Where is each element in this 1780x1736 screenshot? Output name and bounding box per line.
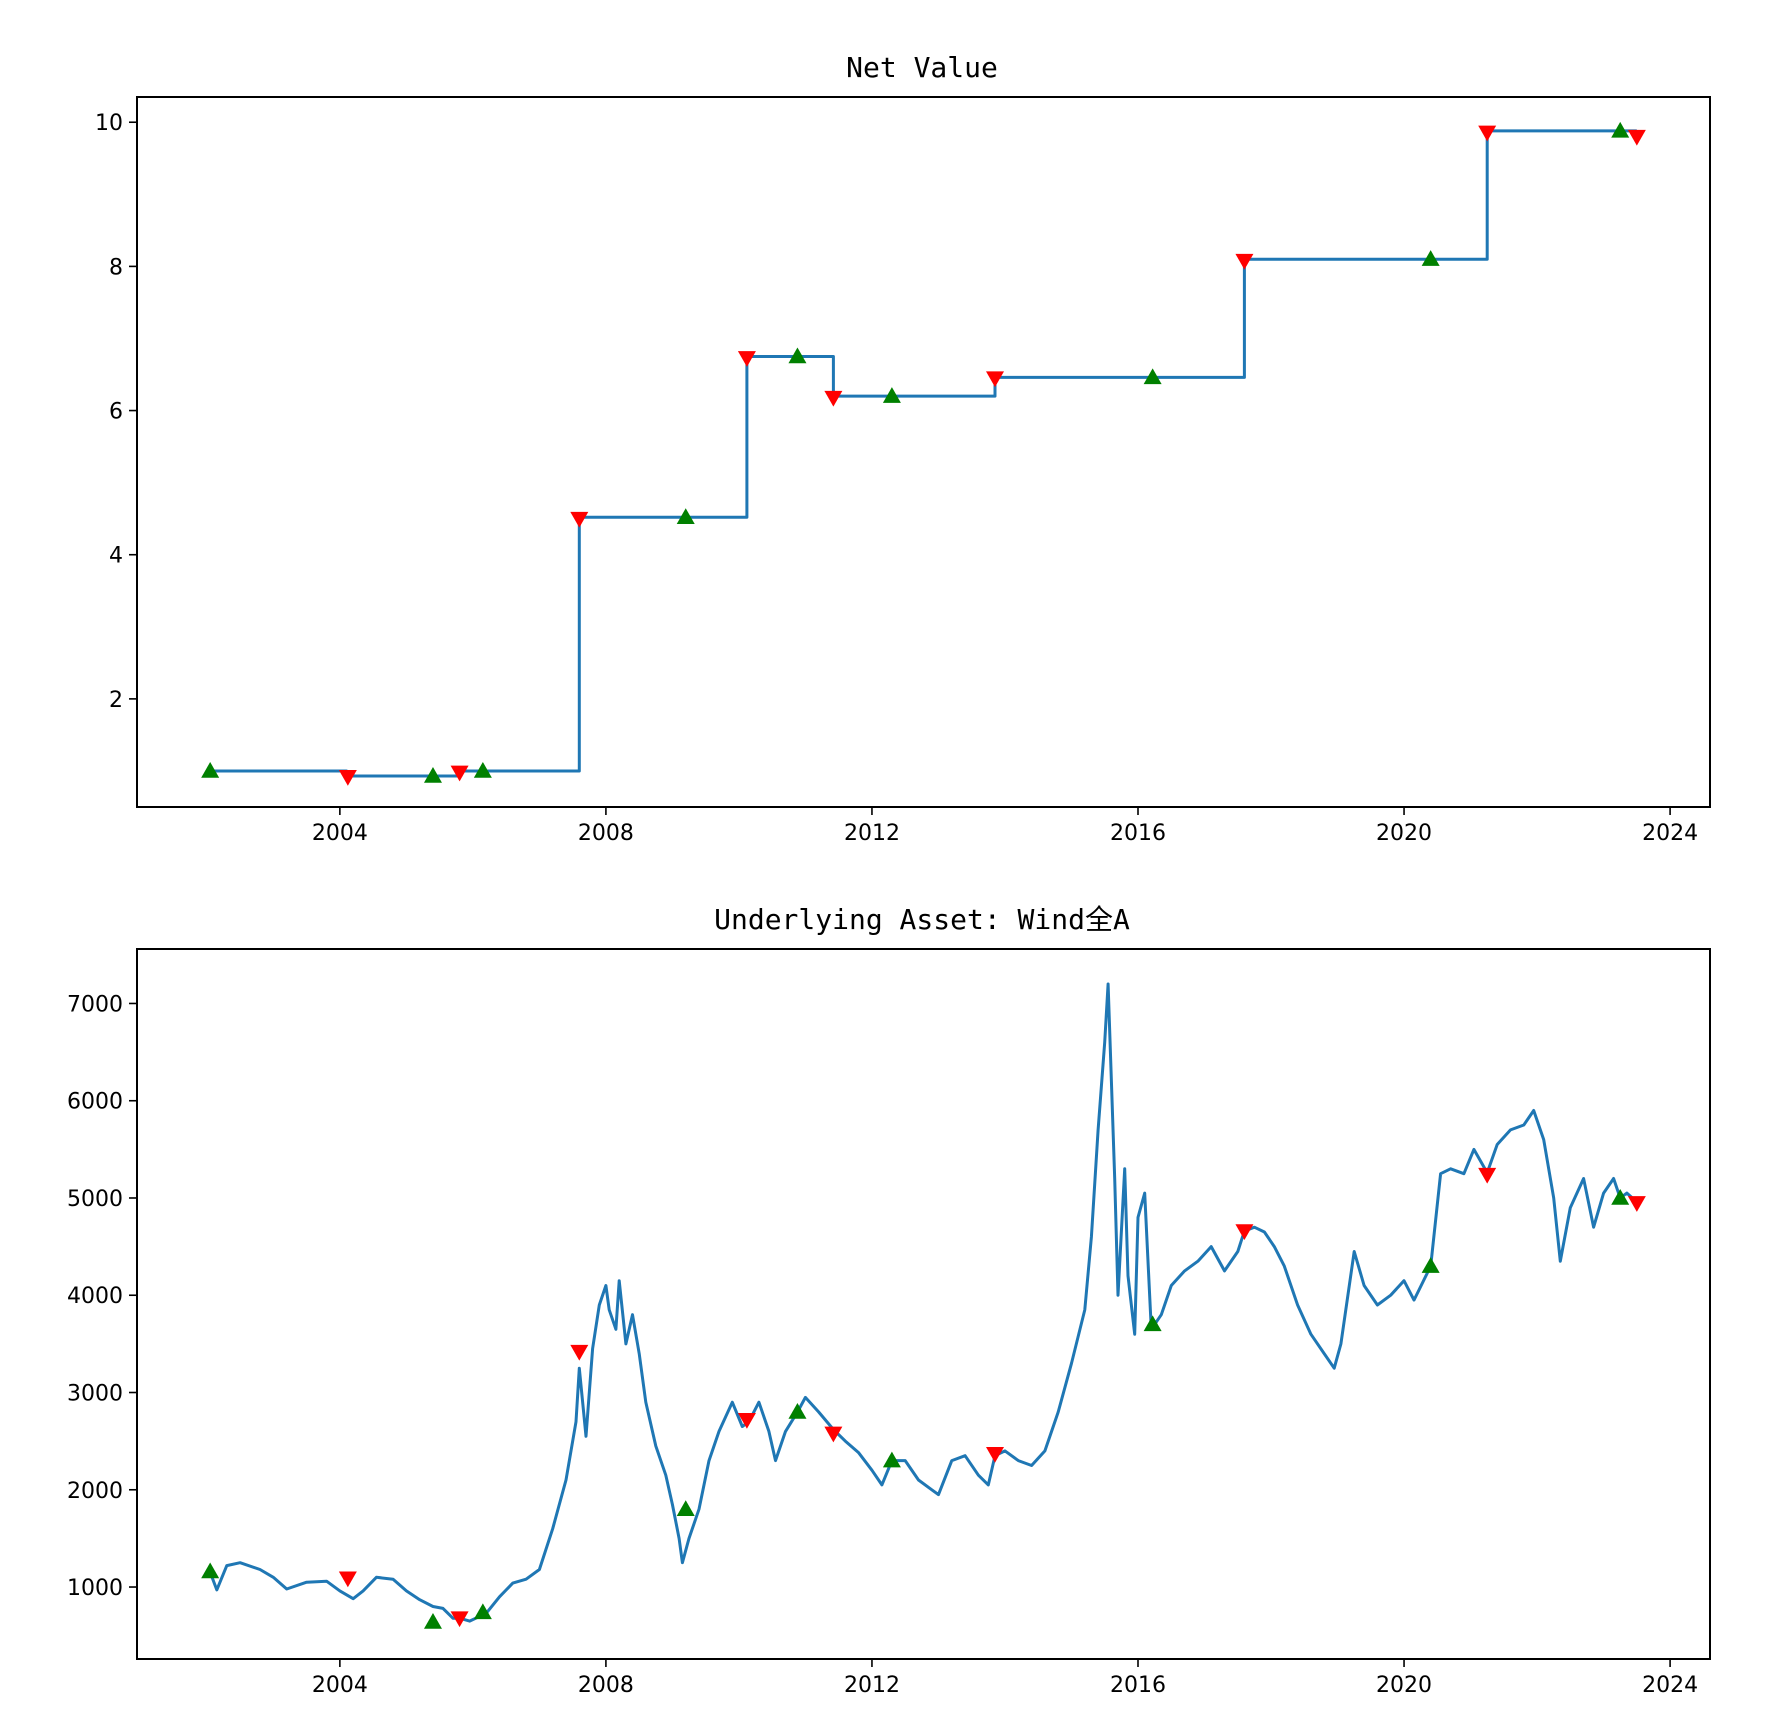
net-value-sell-marker <box>737 351 756 367</box>
underlying-asset-buy-marker <box>423 1613 442 1629</box>
underlying-asset-y-tick-label: 1000 <box>67 1576 123 1601</box>
net-value-sell-marker <box>824 390 843 407</box>
net-value-x-tick-label: 2004 <box>312 821 368 846</box>
underlying-asset-panel: Underlying Asset: Wind全A 2004 2008 2012 201… <box>67 903 1711 1698</box>
net-value-buy-marker <box>1611 121 1630 138</box>
underlying-asset-y-tick-label: 6000 <box>67 1090 123 1115</box>
net-value-x-tick-label: 2016 <box>1110 821 1166 846</box>
underlying-asset-buy-marker <box>882 1451 901 1468</box>
underlying-asset-x-tick-label: 2024 <box>1642 1673 1698 1698</box>
underlying-asset-sell-marker <box>1235 1224 1254 1241</box>
underlying-asset-y-tick-label: 2000 <box>67 1479 123 1504</box>
net-value-y-tick-label: 10 <box>95 111 123 136</box>
chart-title-net-value: Net Value <box>846 51 998 84</box>
underlying-asset-buy-marker <box>1143 1315 1162 1332</box>
chart-title-underlying-asset: Underlying Asset: Wind全A <box>714 903 1130 936</box>
underlying-asset-sell-marker <box>570 1344 589 1361</box>
net-value-sell-marker <box>1235 253 1254 270</box>
underlying-asset-sell-marker <box>1627 1196 1646 1212</box>
plot-area-underlying-asset: 2004 2008 2012 2016 2020 2024 1000 2000 3000 4000… <box>67 982 1698 1698</box>
underlying-asset-x-tick-label: 2016 <box>1110 1673 1166 1698</box>
net-value-buy-marker <box>1143 368 1162 385</box>
underlying-asset-x-tick-label: 2020 <box>1376 1673 1432 1698</box>
net-value-buy-marker <box>882 387 901 403</box>
underlying-asset-y-tick-label: 7000 <box>67 992 123 1017</box>
plot-area-net-value: 2004 2008 2012 2016 2020 2024 2 4 6 8 10 <box>95 111 1698 846</box>
net-value-x-tick-label: 2024 <box>1642 821 1698 846</box>
net-value-buy-marker <box>676 508 695 524</box>
net-value-x-tick-label: 2020 <box>1376 821 1432 846</box>
net-value-sell-marker <box>570 511 589 528</box>
axes-frame-underlying-asset <box>136 948 1711 1660</box>
underlying-asset-sell-marker <box>986 1447 1004 1463</box>
underlying-asset-buy-marker <box>1611 1188 1630 1205</box>
underlying-asset-sell-marker <box>737 1412 756 1429</box>
axes-frame-net-value <box>136 96 1711 808</box>
net-value-sell-marker <box>1478 125 1497 142</box>
net-value-x-tick-label: 2012 <box>844 821 900 846</box>
net-value-y-tick-label: 2 <box>109 688 123 713</box>
underlying-asset-y-tick-label: 4000 <box>67 1284 123 1309</box>
net-value-sell-marker <box>338 769 357 786</box>
underlying-asset-y-tick-label: 3000 <box>67 1382 123 1407</box>
net-value-y-tick-label: 6 <box>109 400 123 425</box>
net-value-buy-marker <box>1421 250 1440 266</box>
underlying-asset-sell-marker <box>450 1611 469 1628</box>
underlying-asset-buy-marker <box>788 1402 807 1419</box>
underlying-asset-sell-marker <box>1478 1167 1497 1184</box>
underlying-asset-sell-marker <box>338 1571 357 1588</box>
underlying-asset-x-tick-label: 2008 <box>578 1673 634 1698</box>
net-value-buy-marker <box>473 761 492 778</box>
underlying-asset-buy-marker <box>1421 1257 1440 1273</box>
net-value-buy-marker <box>788 347 807 364</box>
net-value-y-tick-label: 4 <box>109 544 123 569</box>
underlying-asset-x-tick-label: 2004 <box>312 1673 368 1698</box>
underlying-asset-y-tick-label: 5000 <box>67 1187 123 1212</box>
net-value-series-line <box>210 129 1637 778</box>
underlying-asset-buy-marker <box>473 1603 492 1620</box>
underlying-asset-x-tick-label: 2012 <box>844 1673 900 1698</box>
underlying-asset-buy-marker <box>676 1500 695 1516</box>
net-value-y-tick-label: 8 <box>109 255 123 280</box>
underlying-asset-sell-marker <box>824 1426 843 1443</box>
net-value-buy-marker <box>201 761 220 778</box>
net-value-sell-marker <box>986 371 1004 388</box>
net-value-sell-marker <box>1627 129 1646 146</box>
underlying-asset-buy-marker <box>201 1562 220 1579</box>
net-value-sell-marker <box>450 765 469 782</box>
underlying-asset-series-line <box>208 982 1638 1623</box>
net-value-x-tick-label: 2008 <box>578 821 634 846</box>
net-value-buy-marker <box>423 767 442 783</box>
net-value-panel: Net Value 2004 2008 2012 2016 2020 2024 2 4 6 8 10 <box>95 51 1711 846</box>
